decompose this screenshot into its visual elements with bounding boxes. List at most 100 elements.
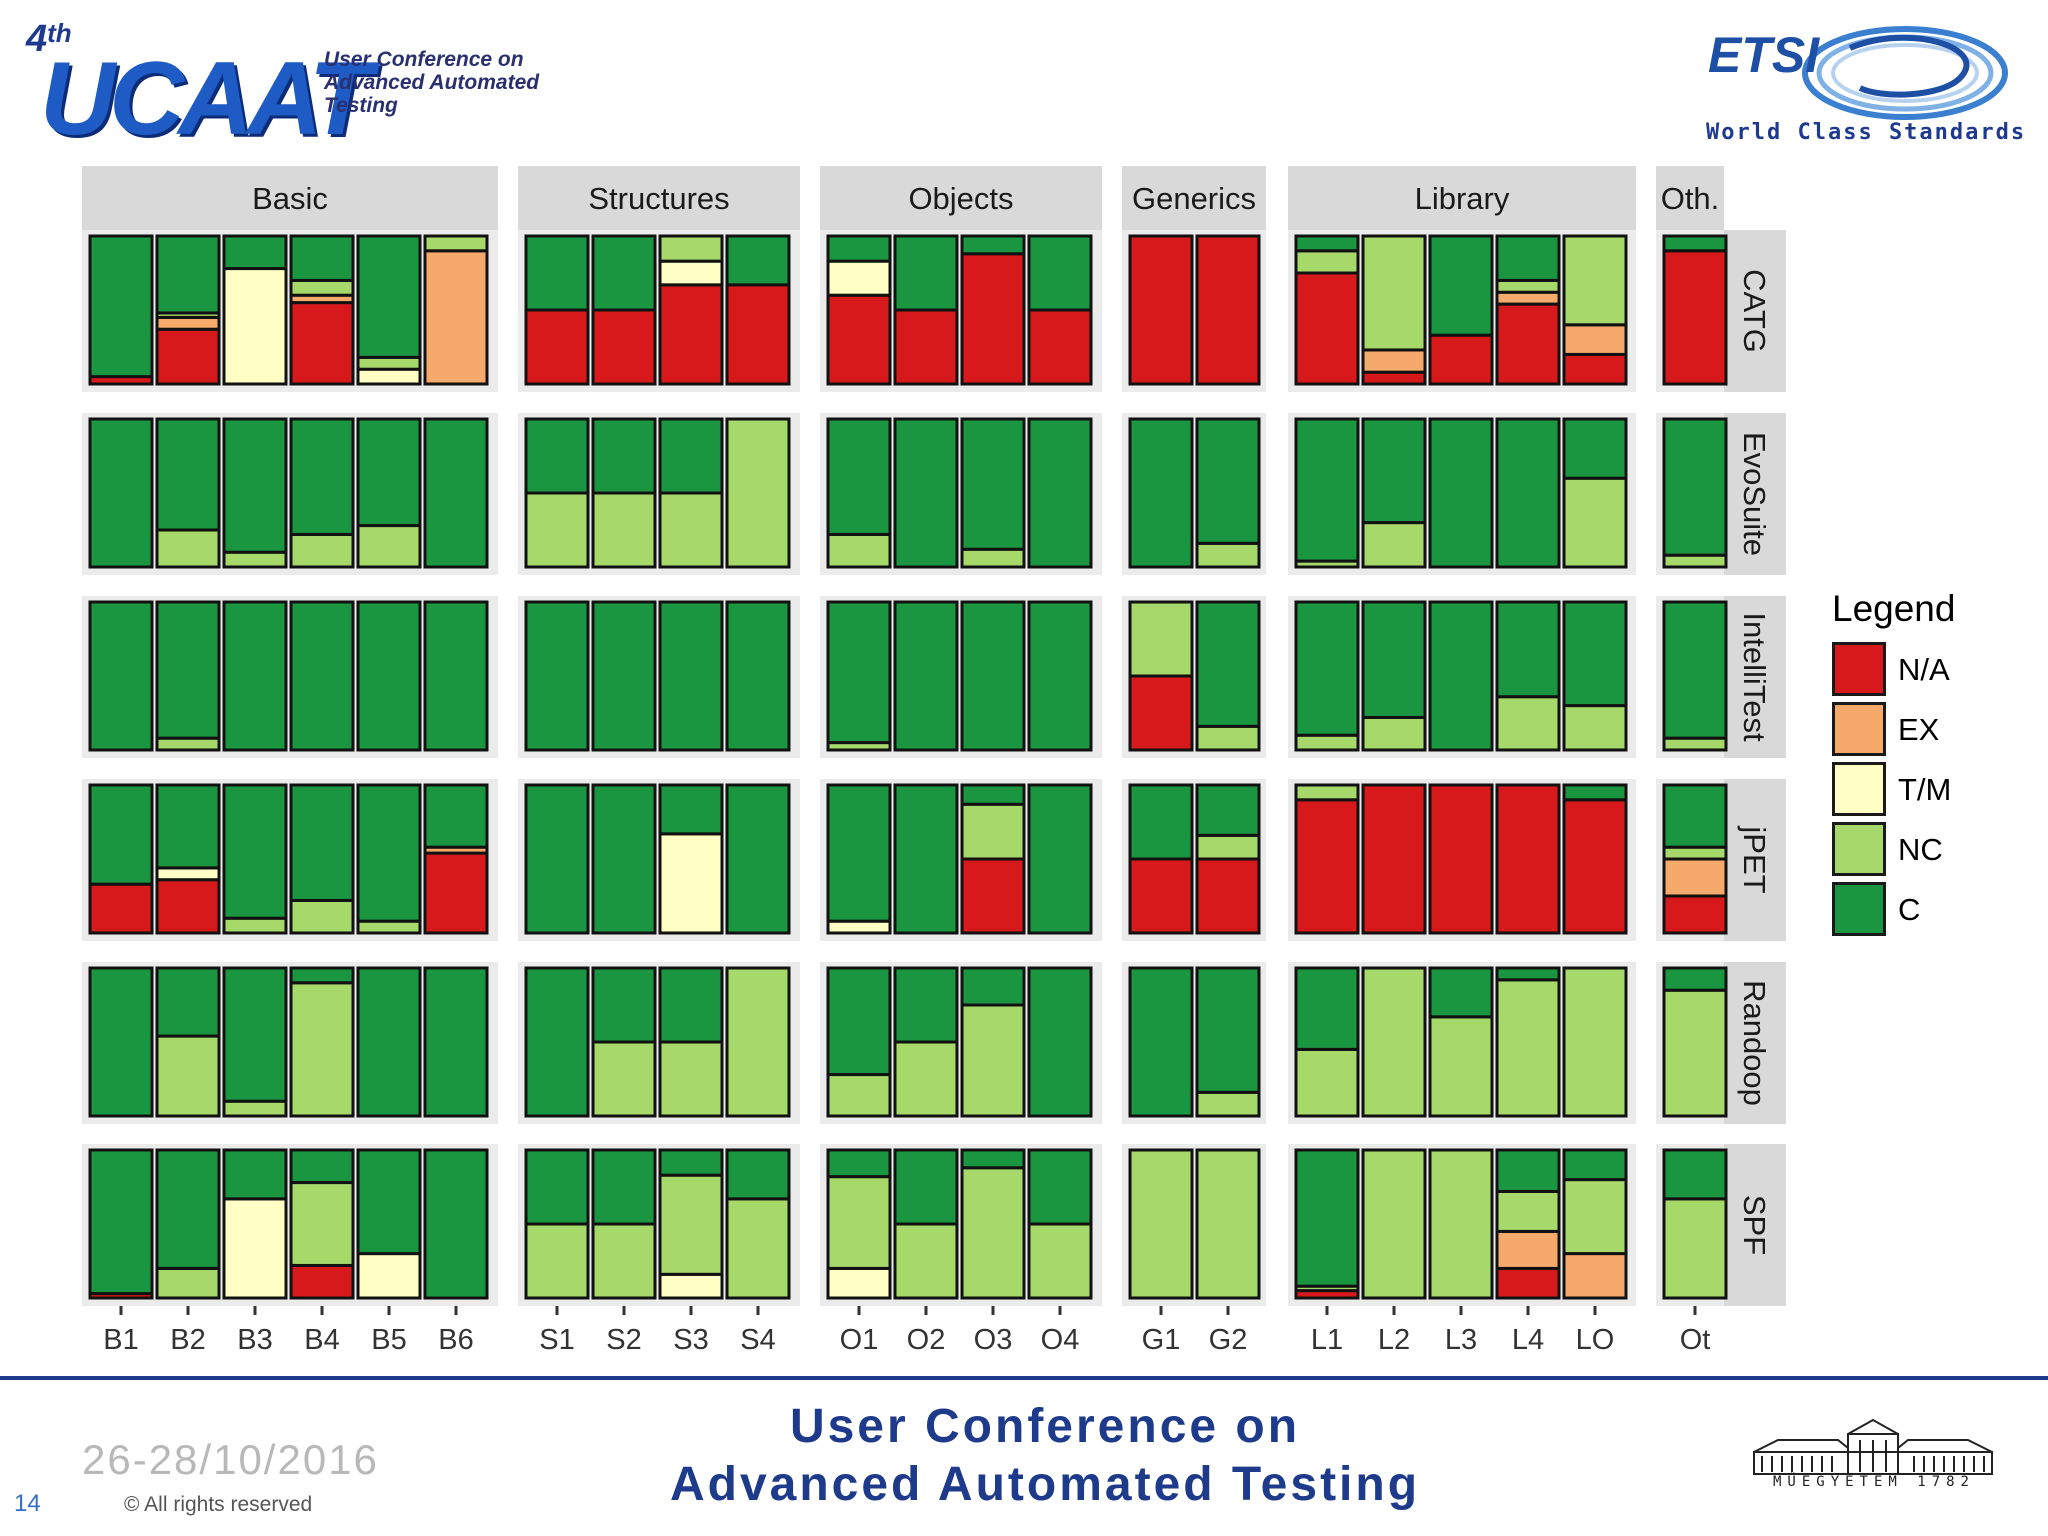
bar-segment-catg-o1-tm — [826, 259, 892, 297]
bar-segment-jpet-ot-na — [1662, 894, 1728, 935]
bar-segment-spf-o4-c — [1027, 1148, 1093, 1226]
bar-segment-jpet-lo-c — [1562, 783, 1628, 802]
bar-segment-randoop-o4-c — [1027, 966, 1093, 1118]
bar-segment-spf-s2-nc — [591, 1222, 657, 1300]
bar-segment-randoop-l1-c — [1294, 966, 1360, 1051]
bar-segment-spf-b2-nc — [155, 1266, 221, 1300]
bar-segment-catg-o2-na — [893, 308, 959, 386]
bar-segment-evosuite-b2-nc — [155, 528, 221, 569]
bar-segment-spf-l2-nc — [1361, 1148, 1427, 1300]
bar-segment-catg-s2-c — [591, 234, 657, 312]
bar-segment-spf-b3-tm — [222, 1197, 288, 1300]
bar-segment-intellitest-ot-nc — [1662, 736, 1728, 752]
bar-segment-jpet-s3-c — [658, 783, 724, 836]
legend-swatch-nc — [1832, 822, 1886, 876]
bar-segment-evosuite-ot-c — [1662, 417, 1728, 557]
footer-date: 26-28/10/2016 — [82, 1436, 379, 1483]
bar-segment-catg-l2-nc — [1361, 234, 1427, 352]
column-label-basic: Basic — [252, 181, 328, 216]
bar-segment-jpet-b6-na — [423, 851, 489, 935]
row-strip-evosuite — [1724, 413, 1786, 575]
bar-segment-evosuite-b6-c — [423, 417, 489, 569]
x-tick-label-g2: G2 — [1209, 1324, 1248, 1356]
bar-segment-catg-l4-ex — [1495, 290, 1561, 306]
bar-segment-randoop-b4-c — [289, 966, 355, 985]
bar-segment-jpet-o1-tm — [826, 919, 892, 935]
bar-segment-catg-o3-na — [960, 252, 1026, 386]
x-tick-label-l2: L2 — [1378, 1324, 1410, 1356]
bar-segment-jpet-b2-c — [155, 783, 221, 870]
bar-segment-evosuite-g2-nc — [1195, 541, 1261, 569]
footer-divider — [0, 1376, 2048, 1380]
bar-segment-spf-o4-nc — [1027, 1222, 1093, 1300]
bar-segment-evosuite-lo-nc — [1562, 476, 1628, 569]
row-strip-randoop — [1724, 962, 1786, 1124]
bar-segment-intellitest-l4-c — [1495, 600, 1561, 699]
x-tick-label-b6: B6 — [438, 1324, 473, 1356]
bar-segment-catg-g1-na — [1128, 234, 1194, 386]
bar-segment-intellitest-ot-c — [1662, 600, 1728, 740]
x-tick-label-o3: O3 — [974, 1324, 1013, 1356]
bar-segment-catg-l3-na — [1428, 333, 1494, 386]
bar-segment-spf-o2-nc — [893, 1222, 959, 1300]
bar-segment-catg-s1-c — [524, 234, 590, 312]
page-number: 14 — [14, 1490, 41, 1517]
bar-segment-catg-b5-tm — [356, 367, 422, 386]
bar-segment-jpet-s2-c — [591, 783, 657, 935]
bar-segment-spf-l1-c — [1294, 1148, 1360, 1288]
legend-label-c: C — [1898, 892, 1921, 927]
bar-segment-spf-b5-c — [356, 1148, 422, 1256]
bar-segment-intellitest-l4-nc — [1495, 695, 1561, 752]
bar-segment-evosuite-s3-nc — [658, 491, 724, 569]
legend-title: Legend — [1832, 588, 1956, 629]
bar-segment-jpet-s3-tm — [658, 832, 724, 935]
bar-segment-randoop-o1-nc — [826, 1073, 892, 1118]
bar-segment-catg-o1-na — [826, 293, 892, 386]
bar-segment-jpet-lo-na — [1562, 798, 1628, 935]
row-label-spf: SPF — [1737, 1195, 1772, 1255]
legend-label-tm: T/M — [1898, 772, 1952, 807]
bar-segment-spf-b6-c — [423, 1148, 489, 1300]
bar-segment-randoop-g2-nc — [1195, 1090, 1261, 1118]
bar-segment-intellitest-lo-nc — [1562, 704, 1628, 752]
bar-segment-catg-b5-nc — [356, 355, 422, 371]
bar-segment-catg-ot-na — [1662, 249, 1728, 386]
bar-segment-jpet-o3-c — [960, 783, 1026, 806]
x-tick-label-l4: L4 — [1512, 1324, 1544, 1356]
x-tick-label-o1: O1 — [840, 1324, 879, 1356]
bar-segment-intellitest-l1-c — [1294, 600, 1360, 737]
bar-segment-jpet-b6-c — [423, 783, 489, 849]
bar-segment-intellitest-b6-c — [423, 600, 489, 752]
bar-segment-evosuite-b4-c — [289, 417, 355, 536]
bar-segment-randoop-b5-c — [356, 966, 422, 1118]
bar-segment-spf-s4-nc — [725, 1197, 791, 1300]
bar-segment-catg-l2-na — [1361, 370, 1427, 386]
bar-segment-spf-b4-na — [289, 1263, 355, 1300]
bar-segment-randoop-o2-nc — [893, 1040, 959, 1118]
bar-segment-randoop-b1-c — [88, 966, 154, 1118]
bar-segment-evosuite-b3-nc — [222, 550, 288, 569]
bar-segment-jpet-b2-na — [155, 878, 221, 935]
bar-segment-jpet-o4-c — [1027, 783, 1093, 935]
bar-segment-catg-b5-c — [356, 234, 422, 359]
row-strip-catg — [1724, 230, 1786, 392]
bar-segment-evosuite-g1-c — [1128, 417, 1194, 569]
bar-segment-jpet-b3-nc — [222, 916, 288, 935]
row-strip-jpet — [1724, 779, 1786, 941]
bar-segment-evosuite-s2-c — [591, 417, 657, 495]
bar-segment-evosuite-b5-c — [356, 417, 422, 528]
bar-segment-randoop-s3-nc — [658, 1040, 724, 1118]
x-tick-label-g1: G1 — [1142, 1324, 1181, 1356]
bar-segment-jpet-b5-c — [356, 783, 422, 923]
bar-segment-catg-b6-nc — [423, 234, 489, 253]
bar-segment-catg-l1-c — [1294, 234, 1360, 253]
bar-segment-catg-b2-c — [155, 234, 221, 315]
bar-segment-catg-s4-c — [725, 234, 791, 287]
column-strip-basic — [82, 166, 498, 230]
bar-segment-catg-ot-c — [1662, 234, 1728, 253]
bar-segment-spf-s3-nc — [658, 1173, 724, 1276]
bar-segment-spf-l4-ex — [1495, 1229, 1561, 1270]
x-tick-label-o4: O4 — [1041, 1324, 1080, 1356]
bar-segment-catg-l3-c — [1428, 234, 1494, 337]
